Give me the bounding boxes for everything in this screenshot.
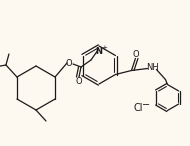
Text: O: O xyxy=(76,77,82,86)
Text: O: O xyxy=(66,59,72,67)
Text: −: − xyxy=(142,100,150,110)
Text: NH: NH xyxy=(146,63,159,72)
Text: O: O xyxy=(132,50,139,59)
Text: N: N xyxy=(96,46,102,55)
Text: +: + xyxy=(101,45,107,51)
Text: Cl: Cl xyxy=(133,103,142,113)
